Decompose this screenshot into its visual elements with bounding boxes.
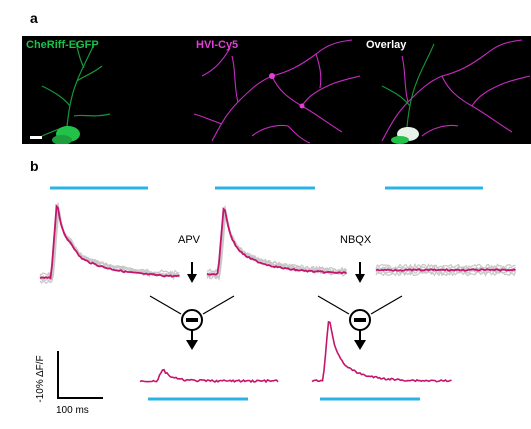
hvi-neuron-drawing (193, 39, 361, 144)
apv-minus-icon (186, 318, 198, 322)
nbqx-minus-icon (354, 318, 366, 322)
nbqx-arrow-head (355, 274, 365, 283)
scale-bar-y-label: -10% ΔF/F (35, 355, 46, 403)
nbqx-subtract-left-line (317, 295, 350, 315)
difference-trace-apv (139, 368, 279, 384)
apv-arrow-head (187, 274, 197, 283)
apv-subtract-left-line (149, 295, 182, 315)
trial-trace-3-1 (375, 262, 516, 270)
apv-label: APV (178, 234, 201, 246)
cheriff-egfp-image: CheRiff-EGFP (22, 36, 192, 144)
overlay-label: Overlay (366, 39, 407, 51)
scale-bar (30, 136, 42, 139)
hvi-cy5-label: HVI-Cy5 (196, 39, 239, 51)
panel-a-letter: a (30, 10, 38, 26)
panel-b-letter: b (30, 158, 39, 174)
apv-subtract-right-line (202, 295, 235, 315)
difference-trace-nbqx (311, 320, 452, 383)
apv-down-arrow-head (186, 340, 198, 350)
cheriff-neuron-drawing (41, 41, 111, 144)
mean-trace-3 (375, 268, 516, 272)
mean-trace-1 (39, 203, 180, 280)
overlay-image: Overlay (362, 36, 531, 144)
nbqx-subtract-right-line (370, 295, 403, 315)
nbqx-label: NBQX (340, 234, 372, 246)
hvi-cy5-image: HVI-Cy5 (192, 36, 362, 144)
scale-bar-x-label: 100 ms (56, 405, 89, 416)
nbqx-down-arrow-head (354, 340, 366, 350)
cheriff-egfp-label: CheRiff-EGFP (26, 39, 99, 51)
mean-trace-2 (206, 206, 348, 276)
scale-bar-l (57, 351, 103, 399)
overlay-neuron-drawing (381, 39, 531, 144)
trial-trace-3-5 (375, 270, 517, 277)
